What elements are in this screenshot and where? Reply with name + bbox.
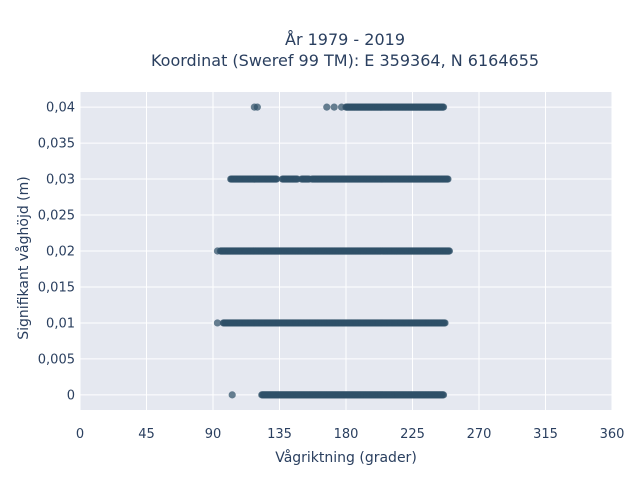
data-point bbox=[213, 319, 222, 327]
y-tick-label: 0,005 bbox=[38, 352, 75, 367]
data-point bbox=[439, 103, 448, 111]
data-point bbox=[441, 319, 449, 327]
y-tick-label: 0,035 bbox=[38, 137, 75, 152]
x-axis-title: Vågriktning (grader) bbox=[275, 449, 417, 466]
data-point bbox=[337, 103, 346, 111]
y-tick-label: 0,025 bbox=[38, 209, 75, 224]
x-tick-label: 360 bbox=[600, 427, 625, 442]
x-tick-label: 90 bbox=[205, 427, 222, 442]
x-tick-label: 45 bbox=[138, 427, 155, 442]
y-tick-label: 0 bbox=[67, 388, 75, 403]
x-tick-label: 270 bbox=[467, 427, 492, 442]
x-tick-label: 135 bbox=[267, 427, 292, 442]
chart-title-line2: Koordinat (Sweref 99 TM): E 359364, N 61… bbox=[151, 51, 539, 70]
chart-title-line1: År 1979 - 2019 bbox=[285, 30, 405, 49]
data-point bbox=[330, 103, 338, 111]
data-point bbox=[439, 391, 448, 399]
data-point bbox=[323, 103, 331, 111]
data-point bbox=[444, 175, 452, 183]
x-axis-ticks: 0 45 90 135 180 225 270 315 360 bbox=[76, 427, 625, 442]
x-tick-label: 315 bbox=[533, 427, 558, 442]
data-point bbox=[253, 103, 261, 111]
data-point bbox=[445, 247, 454, 255]
data-point bbox=[272, 175, 281, 183]
data-point bbox=[213, 247, 222, 255]
y-tick-label: 0,04 bbox=[46, 101, 75, 116]
x-tick-label: 180 bbox=[334, 427, 359, 442]
y-axis-ticks: 0 0,005 0,01 0,015 0,02 0,025 0,03 0,035 0,04 bbox=[38, 101, 75, 404]
y-axis-title: Signifikant våghöjd (m) bbox=[15, 176, 32, 339]
y-tick-label: 0,015 bbox=[38, 280, 75, 295]
data-points bbox=[213, 103, 454, 399]
y-tick-label: 0,03 bbox=[46, 173, 75, 188]
x-tick-label: 0 bbox=[76, 427, 84, 442]
y-tick-label: 0,02 bbox=[46, 245, 75, 260]
x-tick-label: 225 bbox=[400, 427, 425, 442]
data-point bbox=[228, 391, 236, 399]
y-tick-label: 0,01 bbox=[46, 316, 75, 331]
